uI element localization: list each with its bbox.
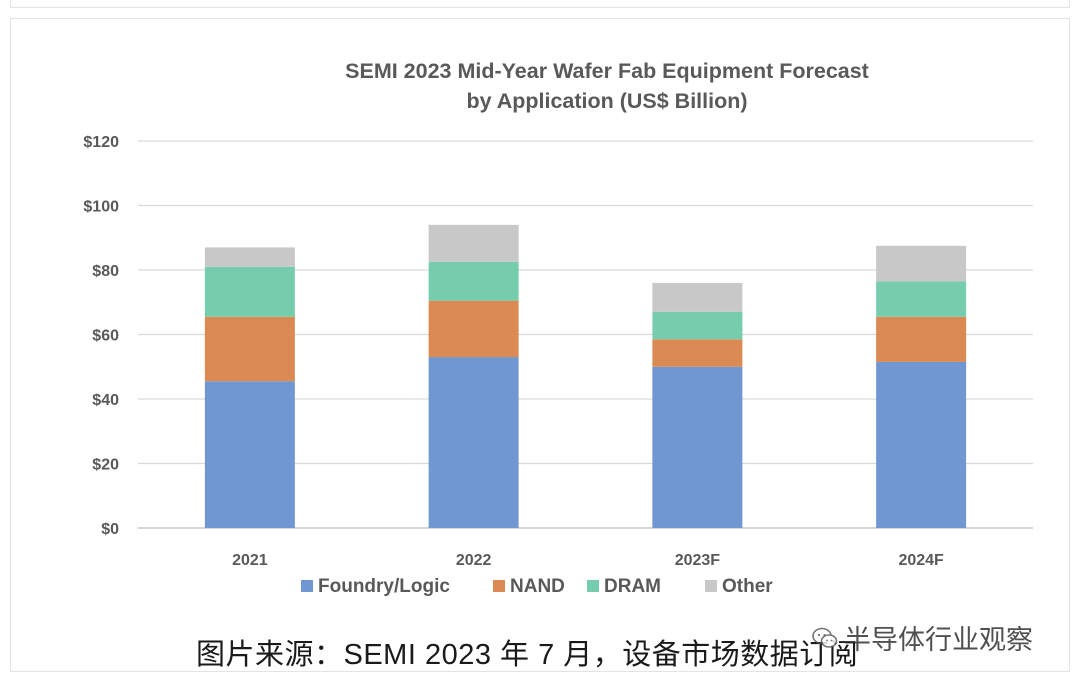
- previous-card-edge: [10, 0, 1070, 8]
- bars: [204, 224, 967, 528]
- legend-label: Other: [722, 576, 773, 597]
- legend-swatch: [587, 580, 599, 592]
- bar-segment-other-2024f: [876, 245, 967, 282]
- stacked-bar-chart: $0 $20 $40 $60 $80 $100 $120 2021 2022 2023F 2024…: [83, 59, 1033, 597]
- bar-segment-nand-2023f: [652, 339, 743, 367]
- x-tick-label: 2022: [456, 552, 492, 569]
- bar-segment-foundry-logic-2021: [204, 381, 295, 528]
- legend-swatch: [493, 580, 505, 592]
- chart-title-line-1: SEMI 2023 Mid-Year Wafer Fab Equipment F…: [345, 59, 869, 83]
- y-axis-ticks: $0 $20 $40 $60 $80 $100 $120: [83, 134, 119, 538]
- bar-segment-dram-2024f: [876, 281, 967, 317]
- bar-segment-foundry-logic-2023f: [652, 366, 743, 528]
- y-tick-label: $60: [92, 328, 119, 345]
- legend-swatch: [705, 580, 717, 592]
- legend: Foundry/Logic NAND DRAM Other: [301, 576, 773, 597]
- legend-swatch: [301, 580, 313, 592]
- x-axis-ticks: 2021 2022 2023F 2024F: [232, 552, 944, 569]
- y-tick-label: $80: [92, 263, 119, 280]
- wechat-watermark: 半导体行业观察: [812, 618, 1033, 657]
- y-tick-label: $0: [101, 521, 119, 538]
- image-source-caption: 图片来源：SEMI 2023 年 7 月，设备市场数据订阅: [196, 639, 859, 671]
- watermark-text: 半导体行业观察: [844, 625, 1033, 655]
- chart-title-line-2: by Application (US$ Billion): [466, 89, 747, 113]
- y-tick-label: $20: [92, 457, 119, 474]
- y-tick-label: $40: [92, 392, 119, 409]
- legend-label: NAND: [510, 576, 565, 597]
- chart-card: $0 $20 $40 $60 $80 $100 $120 2021 2022 2023F 2024…: [10, 18, 1070, 672]
- bar-segment-foundry-logic-2022: [428, 357, 519, 528]
- legend-label: DRAM: [604, 576, 661, 597]
- bar-segment-other-2023f: [652, 282, 743, 312]
- bar-segment-foundry-logic-2024f: [876, 361, 967, 528]
- wechat-icon: [812, 627, 838, 648]
- bar-segment-other-2021: [204, 247, 295, 267]
- bar-segment-dram-2021: [204, 266, 295, 317]
- bar-segment-dram-2022: [428, 261, 519, 301]
- bar-segment-nand-2022: [428, 300, 519, 358]
- legend-label: Foundry/Logic: [318, 576, 450, 597]
- y-tick-label: $120: [83, 134, 119, 151]
- y-tick-label: $100: [83, 199, 119, 216]
- x-tick-label: 2024F: [898, 552, 944, 569]
- bar-segment-other-2022: [428, 224, 519, 262]
- x-tick-label: 2023F: [675, 552, 721, 569]
- bar-segment-nand-2021: [204, 316, 295, 382]
- x-tick-label: 2021: [232, 552, 268, 569]
- bar-segment-dram-2023f: [652, 311, 743, 340]
- bar-segment-nand-2024f: [876, 316, 967, 362]
